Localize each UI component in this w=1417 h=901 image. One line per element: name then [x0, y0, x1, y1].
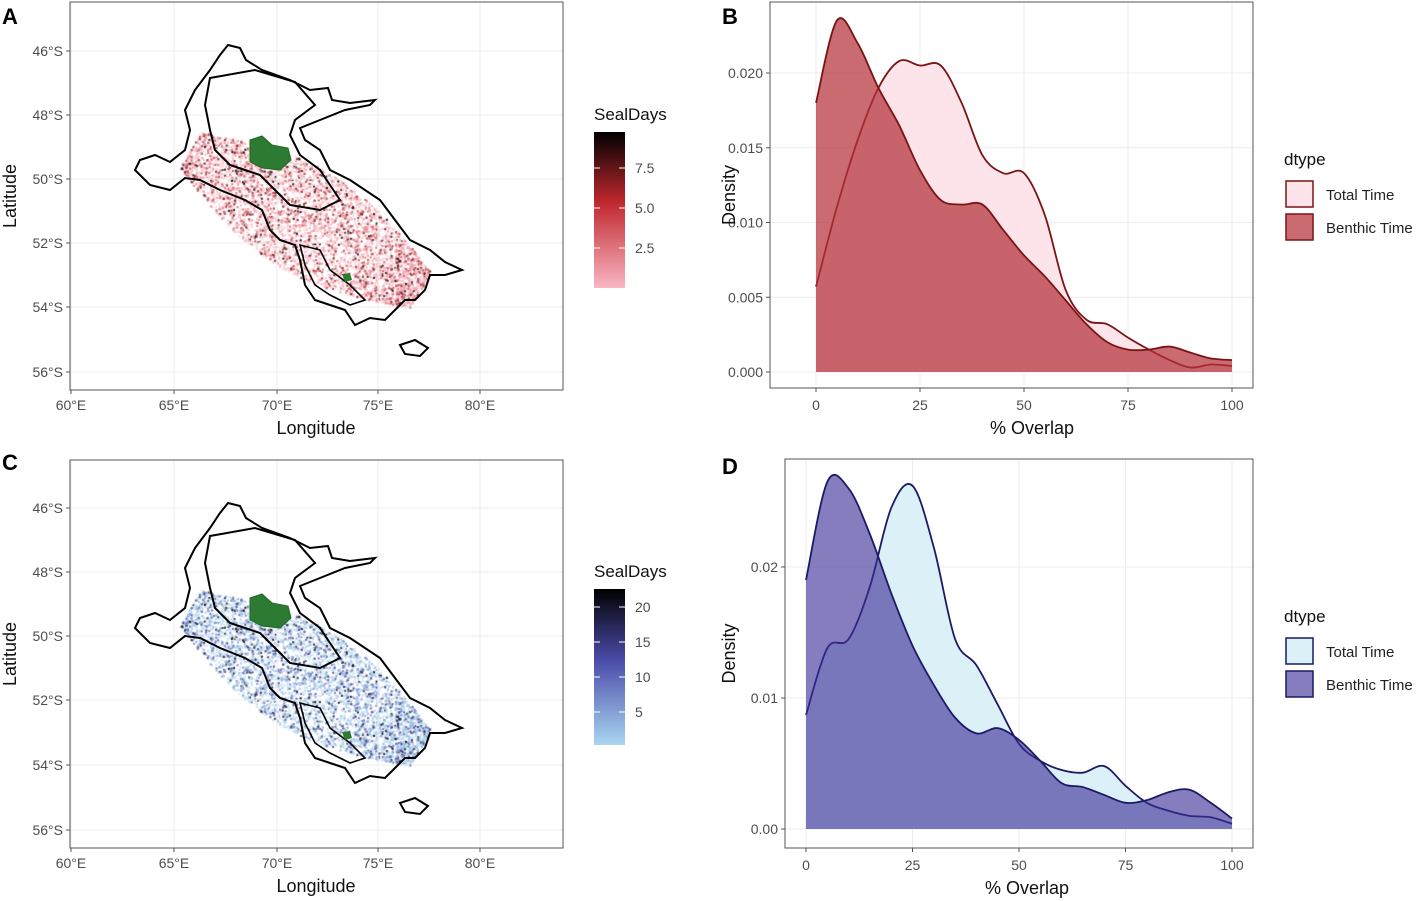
panel-label-b: B [722, 4, 738, 29]
y-axis-label: Density [719, 165, 739, 225]
panel-a: A [2, 1, 564, 391]
y-tick-label: 56°S [32, 364, 63, 380]
x-tick-label: 70°E [262, 855, 293, 871]
y-tick-label: 0.01 [751, 690, 778, 706]
bathymetry-contours-a [134, 44, 463, 357]
x-axis-label: Longitude [276, 876, 355, 896]
x-tick-label: 50 [1011, 857, 1027, 873]
y-tick-label: 56°S [32, 822, 63, 838]
y-tick-label: 48°S [32, 564, 63, 580]
colorbar-c [594, 589, 625, 745]
legend-title: dtype [1284, 607, 1326, 626]
legend-label: Total Time [1326, 644, 1394, 661]
panel-label-c: C [2, 450, 18, 475]
y-tick-label: 0.005 [728, 289, 763, 305]
colorbar-a [594, 132, 625, 288]
y-tick-label: 0.010 [728, 215, 763, 231]
y-tick-label: 52°S [32, 692, 63, 708]
y-tick-label: 0.015 [728, 140, 763, 156]
legend-label: Total Time [1326, 187, 1394, 204]
legend-label: Benthic Time [1326, 677, 1413, 694]
legend-label: Benthic Time [1326, 220, 1413, 237]
y-tick-label: 54°S [32, 757, 63, 773]
x-tick-label: 65°E [159, 855, 190, 871]
x-tick-label: 75 [1120, 397, 1136, 413]
density-line-benthic-time [805, 474, 1233, 820]
y-axis-label: Latitude [0, 622, 20, 686]
map-a-gridlines [70, 2, 563, 390]
x-tick-label: 80°E [465, 397, 496, 413]
x-axis-label: Longitude [276, 418, 355, 438]
x-tick-label: 75 [1118, 857, 1134, 873]
density-area-benthic-time [816, 18, 1232, 372]
y-tick-label: 46°S [32, 500, 63, 516]
colorbar-tick-label: 20 [635, 599, 651, 615]
map-a-frame [69, 1, 564, 391]
legend-key-total-time [1285, 180, 1314, 208]
x-tick-label: 0 [802, 857, 810, 873]
x-tick-label: 70°E [262, 397, 293, 413]
y-tick-label: 48°S [32, 107, 63, 123]
legend-title: SealDays [594, 562, 667, 581]
bathymetry-contours-c [134, 502, 463, 815]
panel-label-d: D [722, 454, 738, 479]
legend-key-benthic-time [1285, 213, 1314, 241]
y-tick-label: 0.000 [728, 364, 763, 380]
y-tick-label: 50°S [32, 171, 63, 187]
x-tick-label: 25 [905, 857, 921, 873]
x-tick-label: 25 [912, 397, 928, 413]
x-tick-label: 75°E [363, 855, 394, 871]
y-tick-label: 0.02 [751, 559, 778, 575]
legend-key-total-time [1285, 637, 1314, 665]
sealdays-heatmap-a [70, 2, 563, 390]
x-tick-label: 80°E [465, 855, 496, 871]
density-area-benthic-time [806, 474, 1232, 829]
sealdays-heatmap-c [70, 460, 563, 848]
x-axis-label: % Overlap [985, 878, 1069, 898]
y-axis-label: Latitude [0, 164, 20, 228]
x-tick-label: 100 [1220, 857, 1244, 873]
x-tick-label: 60°E [56, 397, 87, 413]
legend-title: dtype [1284, 150, 1326, 169]
x-tick-label: 60°E [56, 855, 87, 871]
map-c-frame [69, 459, 564, 849]
x-axis-label: % Overlap [990, 418, 1074, 438]
colorbar-tick-label: 2.5 [635, 240, 655, 256]
x-tick-label: 100 [1220, 397, 1244, 413]
colorbar-tick-label: 15 [635, 634, 651, 650]
y-tick-label: 54°S [32, 299, 63, 315]
panel-c: C [2, 450, 564, 849]
x-tick-label: 50 [1016, 397, 1032, 413]
y-tick-label: 0.00 [751, 821, 778, 837]
x-tick-label: 0 [812, 397, 820, 413]
colorbar-tick-label: 10 [635, 669, 651, 685]
x-tick-label: 65°E [159, 397, 190, 413]
y-tick-label: 52°S [32, 235, 63, 251]
legend-title: SealDays [594, 105, 667, 124]
map-c-gridlines [70, 460, 563, 848]
y-tick-label: 46°S [32, 43, 63, 59]
density-line-benthic-time [815, 17, 1233, 361]
colorbar-tick-label: 7.5 [635, 160, 655, 176]
colorbar-tick-label: 5 [635, 704, 643, 720]
colorbar-tick-label: 5.0 [635, 200, 655, 216]
x-tick-label: 75°E [363, 397, 394, 413]
panel-label-a: A [2, 4, 18, 29]
y-tick-label: 0.020 [728, 65, 763, 81]
y-tick-label: 50°S [32, 628, 63, 644]
plot-frame [769, 1, 1254, 389]
y-axis-label: Density [719, 623, 739, 683]
legend-key-benthic-time [1285, 670, 1314, 698]
